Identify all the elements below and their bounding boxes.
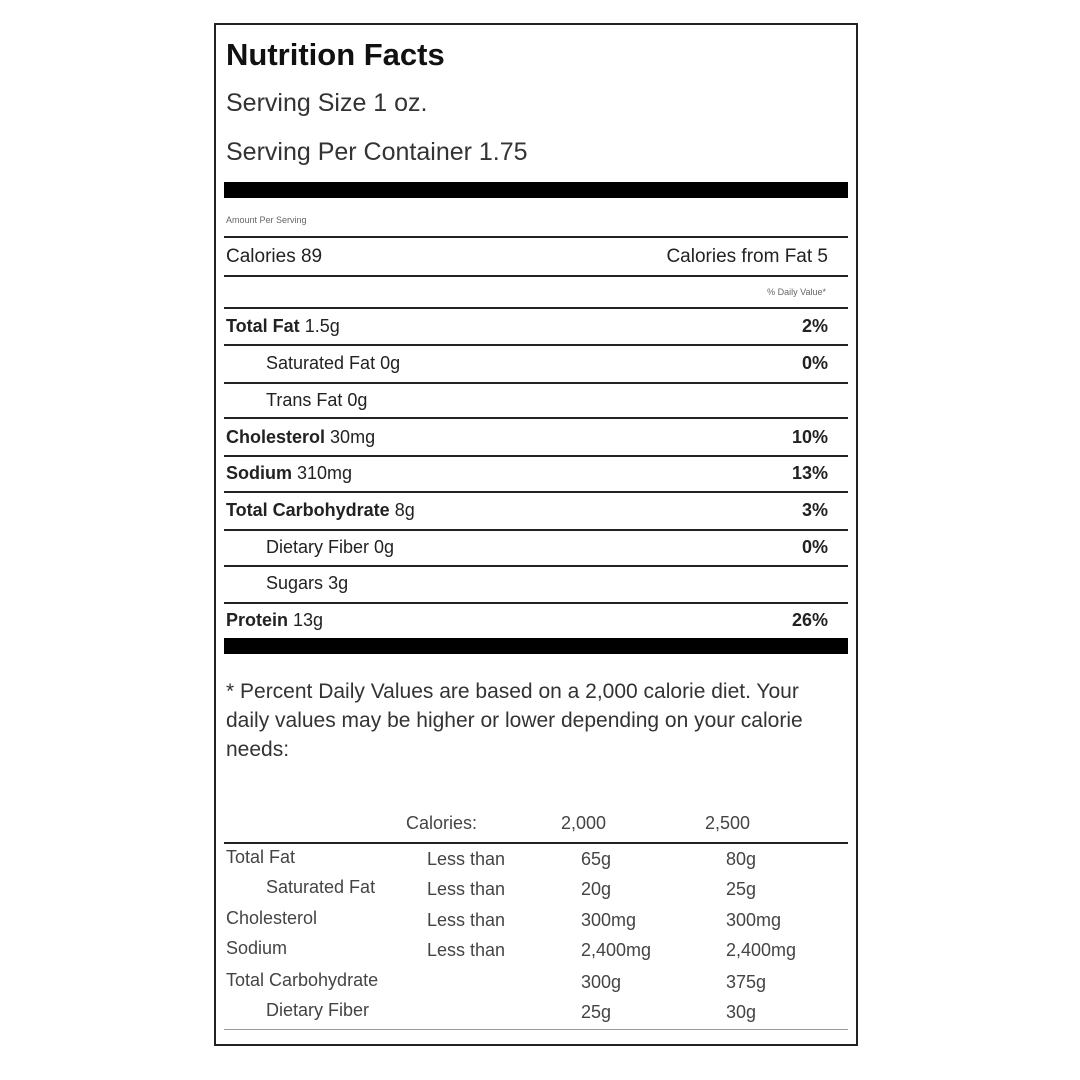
divider: [224, 236, 848, 238]
nutrient-name: Total Fat: [226, 316, 300, 336]
divider: [224, 491, 848, 493]
nutrient-row-total-carbohydrate: Total Carbohydrate 8g 3%: [224, 493, 848, 527]
nutrient-row-trans-fat: Trans Fat 0g: [224, 383, 848, 417]
ref-row-name: Dietary Fiber: [266, 1000, 370, 1020]
divider: [224, 307, 848, 309]
serving-size: Serving Size 1 oz.: [226, 89, 428, 117]
nutrient-amount: 13g: [293, 610, 324, 630]
ref-row-name: Total Carbohydrate: [226, 970, 379, 990]
divider: [224, 417, 848, 419]
divider: [224, 565, 848, 567]
nutrient-row-saturated-fat: Saturated Fat 0g 0%: [224, 346, 848, 380]
nutrient-name: Trans Fat: [266, 390, 343, 410]
nutrient-row-dietary-fiber: Dietary Fiber 0g 0%: [224, 530, 848, 564]
thick-divider-bottom: [224, 638, 848, 654]
ref-table-divider: [224, 842, 848, 844]
nutrient-amount: 0g: [380, 353, 401, 373]
thick-divider-top: [224, 182, 848, 198]
ref-table-bottom-line: [224, 1029, 848, 1030]
ref-row-2500: 375g: [726, 972, 767, 992]
nutrient-pct: 26%: [791, 610, 828, 630]
ref-header-2000: 2,000: [561, 813, 607, 833]
nutrient-amount: 1.5g: [304, 316, 340, 336]
ref-row-2000: 2,400mg: [581, 940, 652, 960]
nutrient-row-total-fat: Total Fat 1.5g 2%: [224, 309, 848, 343]
ref-row-2500: 25g: [726, 879, 757, 899]
nutrient-pct: 2%: [801, 316, 828, 336]
nutrient-pct: 10%: [791, 427, 828, 447]
nutrient-amount: 8g: [394, 500, 415, 520]
divider: [224, 344, 848, 346]
nutrient-row-cholesterol: Cholesterol 30mg 10%: [224, 420, 848, 454]
divider: [224, 529, 848, 531]
calories-from-fat: Calories from Fat 5: [666, 246, 828, 267]
label-title: Nutrition Facts: [226, 37, 445, 72]
ref-row-qualifier: Less than: [427, 849, 506, 869]
servings-per-container: Serving Per Container 1.75: [226, 138, 528, 166]
nutrient-amount: 30mg: [330, 427, 376, 447]
ref-row-qualifier: Less than: [427, 910, 506, 930]
nutrient-name: Dietary Fiber: [266, 537, 370, 557]
divider: [224, 275, 848, 277]
ref-row-2000: 25g: [581, 1002, 612, 1022]
ref-row-2500: 80g: [726, 849, 757, 869]
daily-value-footnote: * Percent Daily Values are based on a 2,…: [226, 680, 803, 761]
divider: [224, 455, 848, 457]
ref-row-name: Saturated Fat: [266, 877, 376, 897]
ref-row-2000: 20g: [581, 879, 612, 899]
daily-value-header: % Daily Value*: [767, 287, 826, 297]
ref-row-2500: 2,400mg: [726, 940, 797, 960]
divider: [224, 602, 848, 604]
nutrient-name: Sodium: [226, 463, 292, 483]
ref-header-2500: 2,500: [705, 813, 751, 833]
ref-row-name: Sodium: [226, 938, 288, 958]
nutrient-pct: 13%: [791, 463, 828, 483]
ref-header-calories: Calories:: [406, 813, 478, 833]
nutrient-amount: 310mg: [297, 463, 353, 483]
ref-row-2000: 300mg: [581, 910, 637, 930]
nutrient-amount: 3g: [328, 573, 349, 593]
nutrient-pct: 0%: [801, 353, 828, 373]
ref-row-qualifier: Less than: [427, 879, 506, 899]
ref-row-qualifier: Less than: [427, 940, 506, 960]
nutrient-name: Protein: [226, 610, 289, 630]
nutrient-name: Saturated Fat: [266, 353, 376, 373]
nutrient-name: Sugars: [266, 573, 324, 593]
ref-row-name: Cholesterol: [226, 908, 318, 928]
ref-row-name: Total Fat: [226, 847, 296, 867]
ref-row-2000: 300g: [581, 972, 622, 992]
nutrient-name: Total Carbohydrate: [226, 500, 390, 520]
amount-per-serving: Amount Per Serving: [226, 215, 307, 225]
nutrition-facts-panel: Nutrition Facts Serving Size 1 oz. Servi…: [214, 23, 858, 1046]
nutrient-row-protein: Protein 13g 26%: [224, 603, 848, 637]
nutrient-pct: 3%: [801, 500, 828, 520]
nutrient-row-sodium: Sodium 310mg 13%: [224, 456, 848, 490]
ref-row-2500: 30g: [726, 1002, 757, 1022]
nutrient-pct: 0%: [801, 537, 828, 557]
ref-row-2500: 300mg: [726, 910, 782, 930]
nutrient-name: Cholesterol: [226, 427, 326, 447]
nutrient-amount: 0g: [347, 390, 368, 410]
calories: Calories 89: [226, 246, 323, 267]
ref-row-2000: 65g: [581, 849, 612, 869]
nutrient-row-sugars: Sugars 3g: [224, 566, 848, 600]
divider: [224, 382, 848, 384]
nutrient-amount: 0g: [374, 537, 395, 557]
